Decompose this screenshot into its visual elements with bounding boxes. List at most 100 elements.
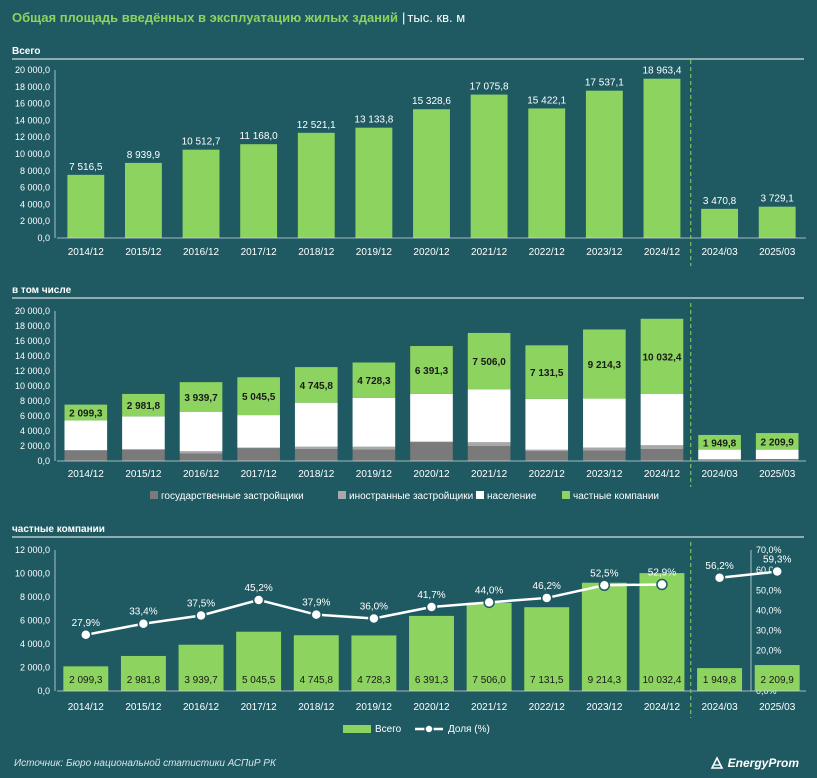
private-segment-label: 2 209,9 xyxy=(761,437,795,448)
y-tick-label: 2 000,0 xyxy=(20,663,50,673)
private-segment-label: 9 214,3 xyxy=(588,360,622,371)
total-bar xyxy=(528,108,566,238)
x-tick-label: 2021/12 xyxy=(471,469,508,480)
share-point xyxy=(656,578,668,591)
y-tick-label: 2 000,0 xyxy=(20,441,50,451)
stack-segment-2 xyxy=(237,447,280,449)
stack-segment-3 xyxy=(410,393,453,442)
footer: Источник: Бюро национальной статистики А… xyxy=(0,750,817,778)
brand-logo: EnergyProm xyxy=(710,756,799,770)
total-bar xyxy=(585,90,623,238)
share-label: 37,9% xyxy=(302,598,330,609)
private-bar xyxy=(293,635,339,691)
section-title: частные компании xyxy=(12,524,105,535)
y-tick-label: 0,0 xyxy=(37,233,50,243)
stack-segment-4 xyxy=(64,404,108,421)
x-tick-label: 2020/12 xyxy=(413,247,450,258)
stack-segment-3 xyxy=(64,420,108,451)
stack-segment-2 xyxy=(294,446,338,449)
total-bar xyxy=(355,127,393,238)
share-point xyxy=(137,617,150,630)
share-point xyxy=(483,596,495,609)
stack-segment-2 xyxy=(640,445,684,449)
private-segment-label: 4 745,8 xyxy=(300,381,334,392)
stack-segment-4 xyxy=(352,362,396,398)
total-bar-label: 18 963,4 xyxy=(642,66,681,77)
page-title: Общая площадь введённых в эксплуатацию ж… xyxy=(12,10,465,25)
y2-tick-label: 70,0% xyxy=(756,545,782,555)
stack-segment-1 xyxy=(640,449,684,461)
title-unit: тыс. кв. м xyxy=(407,10,466,25)
x-tick-label: 2015/12 xyxy=(125,469,162,480)
private-bar-label: 7 506,0 xyxy=(472,675,506,686)
y-tick-label: 2 000,0 xyxy=(20,216,50,226)
stack-segment-3 xyxy=(294,402,338,447)
legend-swatch-marker xyxy=(424,724,434,734)
share-label: 52,9% xyxy=(648,567,676,578)
x-tick-label: 2019/12 xyxy=(356,247,393,258)
private-bar xyxy=(639,573,685,691)
x-tick-label: 2022/12 xyxy=(529,469,566,480)
share-label: 37,5% xyxy=(187,598,215,609)
y-tick-label: 14 000,0 xyxy=(15,351,50,361)
private-bar-label: 4 728,3 xyxy=(357,675,391,686)
stack-segment-3 xyxy=(122,416,165,450)
share-point xyxy=(368,612,380,625)
stack-segment-1 xyxy=(525,451,569,461)
stack-segment-2 xyxy=(352,446,396,450)
stack-segment-1 xyxy=(352,449,396,461)
stack-segment-1 xyxy=(698,459,741,461)
x-tick-label: 2018/12 xyxy=(298,702,335,713)
private-bar xyxy=(697,668,743,691)
x-tick-label: 2014/12 xyxy=(68,702,105,713)
share-label: 33,4% xyxy=(129,607,157,618)
header: Общая площадь введённых в эксплуатацию ж… xyxy=(0,0,817,38)
x-tick-label: 2025/03 xyxy=(759,469,796,480)
private-bar-label: 7 131,5 xyxy=(530,675,564,686)
stack-segment-1 xyxy=(410,442,453,461)
private-bar xyxy=(754,665,800,691)
x-tick-label: 2020/12 xyxy=(413,469,450,480)
x-tick-label: 2022/12 xyxy=(529,702,566,713)
stack-segment-1 xyxy=(755,459,799,461)
x-tick-label: 2016/12 xyxy=(183,702,220,713)
total-bar-label: 17 075,8 xyxy=(470,82,509,93)
logo-mark-icon xyxy=(710,756,723,769)
stack-segment-4 xyxy=(467,332,511,390)
title-separator: | xyxy=(402,10,406,25)
private-bar xyxy=(524,607,570,691)
private-bar-label: 2 981,8 xyxy=(127,675,161,686)
share-point xyxy=(713,572,726,584)
total-bar-label: 10 512,7 xyxy=(182,137,221,148)
share-label: 36,0% xyxy=(360,601,388,612)
legend-label: иностранные застройщики xyxy=(349,491,473,502)
total-bar-label: 17 537,1 xyxy=(585,78,624,89)
y2-tick-label: 30,0% xyxy=(756,626,782,636)
stack-segment-3 xyxy=(352,397,396,447)
share-point xyxy=(195,609,207,622)
private-segment-label: 6 391,3 xyxy=(415,366,449,377)
share-line xyxy=(719,570,778,580)
y-tick-label: 10 000,0 xyxy=(15,149,50,159)
y-tick-label: 4 000,0 xyxy=(20,639,50,649)
private-bar xyxy=(466,602,512,691)
x-tick-label: 2017/12 xyxy=(241,702,278,713)
y-tick-label: 8 000,0 xyxy=(20,592,50,602)
private-bar-label: 2 099,3 xyxy=(69,675,103,686)
total-bar xyxy=(643,78,681,238)
x-tick-label: 2023/12 xyxy=(586,702,623,713)
x-tick-label: 2015/12 xyxy=(125,702,162,713)
total-bar-label: 13 133,8 xyxy=(354,115,393,126)
x-tick-label: 2016/12 xyxy=(183,247,220,258)
legend-swatch xyxy=(338,491,346,499)
logo-text: EnergyProm xyxy=(727,756,799,770)
x-tick-label: 2018/12 xyxy=(298,247,335,258)
x-tick-label: 2022/12 xyxy=(529,247,566,258)
share-label: 46,2% xyxy=(533,581,561,592)
stack-segment-4 xyxy=(294,367,338,403)
y2-tick-label: 40,0% xyxy=(756,605,782,615)
total-bar-label: 8 939,9 xyxy=(127,150,161,161)
legend-swatch xyxy=(562,491,570,499)
stack-segment-3 xyxy=(698,449,741,460)
stack-segment-1 xyxy=(122,449,165,461)
